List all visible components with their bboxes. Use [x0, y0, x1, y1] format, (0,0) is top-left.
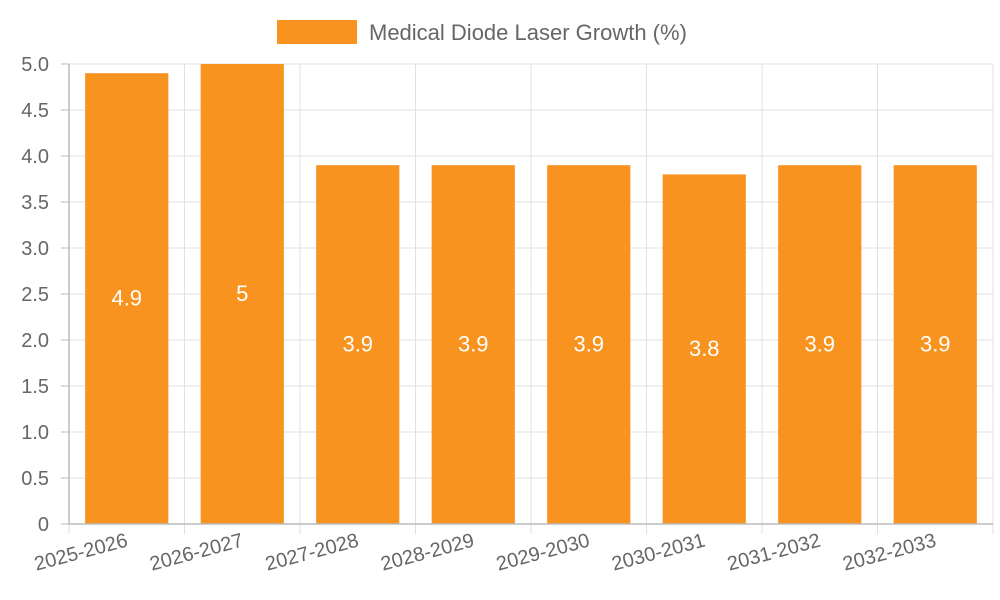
x-tick-label: 2025-2026 — [32, 530, 130, 576]
x-tick-label: 2032-2033 — [840, 530, 938, 576]
y-tick-label: 4.5 — [21, 100, 49, 122]
legend-label: Medical Diode Laser Growth (%) — [369, 20, 687, 45]
bar-value-label: 3.9 — [458, 332, 489, 357]
bar[interactable] — [316, 165, 400, 524]
x-tick-label: 2031-2032 — [725, 530, 823, 576]
bar[interactable] — [200, 64, 284, 524]
y-tick-label: 3.0 — [21, 238, 49, 260]
x-tick-label: 2029-2030 — [494, 530, 592, 576]
y-tick-label: 4.0 — [21, 146, 49, 168]
bar[interactable] — [547, 165, 631, 524]
legend[interactable]: Medical Diode Laser Growth (%) — [277, 20, 687, 45]
y-tick-label: 2.5 — [21, 284, 49, 306]
y-tick-label: 1.5 — [21, 376, 49, 398]
bar[interactable] — [893, 165, 977, 524]
y-tick-label: 0 — [38, 514, 49, 536]
bar-value-label: 3.9 — [573, 332, 604, 357]
bar[interactable] — [778, 165, 862, 524]
bar-value-label: 3.8 — [689, 336, 720, 361]
y-tick-label: 3.5 — [21, 192, 49, 214]
x-tick-label: 2030-2031 — [609, 530, 707, 576]
bar-value-label: 3.9 — [804, 332, 835, 357]
y-tick-label: 0.5 — [21, 468, 49, 490]
bars — [85, 64, 977, 524]
bar-value-label: 4.9 — [111, 286, 142, 311]
y-tick-label: 1.0 — [21, 422, 49, 444]
bar[interactable] — [431, 165, 515, 524]
bar[interactable] — [662, 174, 746, 524]
bar[interactable] — [85, 73, 169, 524]
bar-value-label: 3.9 — [342, 332, 373, 357]
legend-swatch — [277, 20, 357, 44]
y-tick-label: 2.0 — [21, 330, 49, 352]
x-tick-label: 2027-2028 — [263, 530, 361, 576]
x-tick-label: 2026-2027 — [147, 530, 245, 576]
y-tick-label: 5.0 — [21, 54, 49, 76]
bar-value-label: 5 — [236, 281, 248, 306]
bar-value-label: 3.9 — [920, 332, 951, 357]
axes — [61, 63, 993, 525]
x-tick-label: 2028-2029 — [378, 530, 476, 576]
